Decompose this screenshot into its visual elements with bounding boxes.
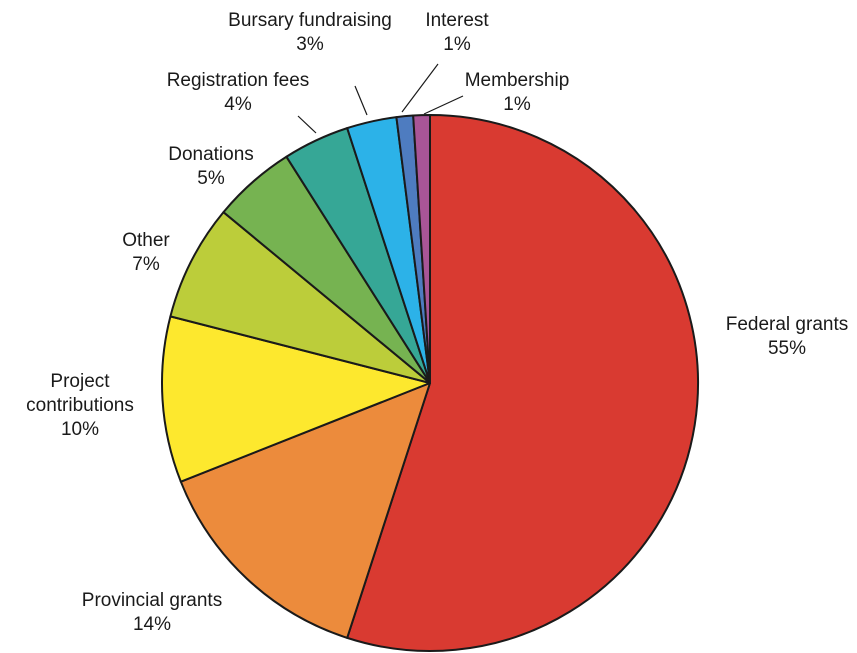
pie-slice-provincial-grants [179, 382, 431, 639]
slice-label-provincial-grants: Provincial grants 14% [82, 590, 222, 635]
slice-label-percent: 5% [197, 168, 225, 189]
slice-label-name: Donations [168, 144, 254, 165]
leader-lines [297, 63, 464, 134]
pie-slice-membership [412, 114, 431, 384]
leader-line-bursary-fundraising [354, 85, 368, 116]
slice-label-percent: 14% [133, 614, 171, 635]
pie-slice-other [169, 211, 431, 384]
slice-label-registration-fees: Registration fees 4% [167, 70, 310, 115]
slice-label-donations: Donations 5% [168, 144, 254, 189]
slice-label-name: Provincial grants [82, 590, 222, 611]
slice-label-name: Membership [465, 70, 570, 91]
leader-line-registration-fees [297, 115, 317, 134]
slice-label-percent: 55% [768, 338, 806, 359]
slice-label-bursary-fundraising: Bursary fundraising 3% [228, 10, 392, 55]
slice-label-other: Other 7% [122, 230, 170, 275]
slice-label-name: Other [122, 230, 170, 251]
slice-label-name: Federal grants [726, 314, 849, 335]
pie-slice-federal-grants [346, 114, 700, 652]
slice-label-name: Bursary fundraising [228, 10, 392, 31]
slice-label-interest: Interest 1% [425, 10, 489, 55]
slice-label-percent: 3% [296, 34, 324, 55]
slice-label-percent: 4% [224, 94, 252, 115]
slice-label-project-contributions: Project contributions 10% [26, 371, 134, 440]
slice-label-federal-grants: Federal grants 55% [726, 314, 849, 359]
slice-label-name: Interest [425, 10, 489, 31]
slice-label-percent: 7% [132, 254, 160, 275]
slice-label-percent: 1% [503, 94, 531, 115]
leader-line-interest [401, 63, 439, 113]
slice-labels: Federal grants 55%Provincial grants 14%Pro… [26, 10, 848, 635]
slice-label-percent: 10% [61, 419, 99, 440]
slice-label-name: contributions [26, 395, 134, 416]
slice-label-membership: Membership 1% [465, 70, 570, 115]
pie-slices [161, 114, 700, 652]
slice-label-percent: 1% [443, 34, 471, 55]
leader-line-membership [423, 95, 464, 115]
pie-slice-project-contributions [161, 315, 431, 483]
slice-label-name: Project [50, 371, 110, 392]
slice-label-name: Registration fees [167, 70, 310, 91]
